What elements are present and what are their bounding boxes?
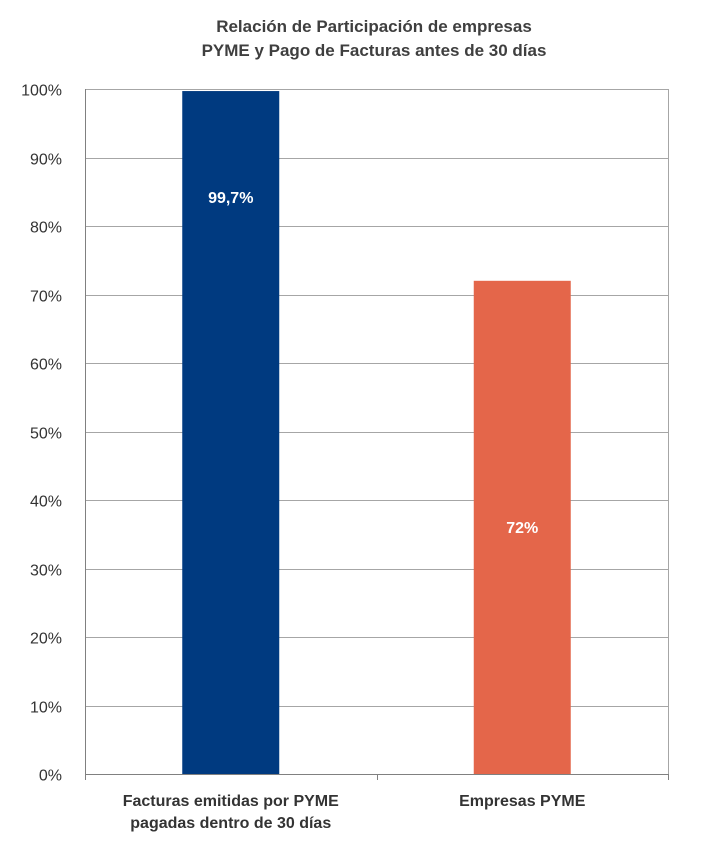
x-category-label: Facturas emitidas por PYME [123,793,339,810]
bar-data-label: 99,7% [208,190,253,207]
chart-title-line-2: PYME y Pago de Facturas antes de 30 días [202,41,547,60]
y-tick-label: 80% [30,220,62,237]
x-category-label: pagadas dentro de 30 días [130,815,331,832]
bar-data-label: 72% [506,520,538,537]
y-tick-label: 70% [30,289,62,306]
y-tick-label: 40% [30,494,62,511]
x-axis-category-labels: Facturas emitidas por PYME pagadas dentro… [123,793,586,832]
bar [182,91,280,775]
bar [473,280,571,774]
y-tick-label: 50% [30,426,62,443]
data-labels: 99,7% 72% [208,190,538,537]
x-category-label: Empresas PYME [459,793,586,810]
y-tick-label: 100% [21,83,62,100]
y-tick-label: 20% [30,631,62,648]
y-tick-label: 10% [30,700,62,717]
y-tick-label: 0% [39,768,62,785]
chart-title: Relación de Participación de empresas PY… [202,17,547,60]
y-tick-label: 30% [30,563,62,580]
y-tick-label: 90% [30,152,62,169]
bars [182,91,571,775]
y-axis-tick-labels: 0% 10% 20% 30% 40% 50% 60% 70% 80% 90% 100% [21,83,62,785]
chart-title-line-1: Relación de Participación de empresas [216,17,532,36]
x-axis [85,89,669,780]
gridlines [85,89,669,774]
y-tick-label: 60% [30,357,62,374]
